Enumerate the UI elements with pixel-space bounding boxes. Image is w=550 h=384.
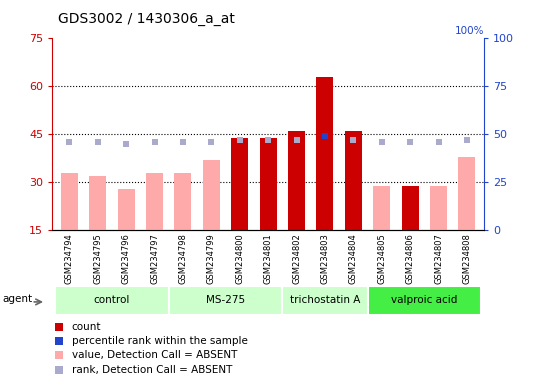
Bar (146, 173, 163, 230)
Text: percentile rank within the sample: percentile rank within the sample (72, 336, 248, 346)
Bar (118, 189, 135, 230)
Bar (260, 137, 277, 230)
Text: MS-275: MS-275 (206, 295, 245, 306)
Text: rank, Detection Call = ABSENT: rank, Detection Call = ABSENT (72, 365, 232, 375)
Bar (345, 131, 362, 230)
Bar (55, 286, 169, 315)
Bar (203, 160, 220, 230)
Text: valproic acid: valproic acid (391, 295, 458, 306)
Text: trichostatin A: trichostatin A (290, 295, 360, 306)
Bar (89, 176, 106, 230)
Bar (231, 137, 248, 230)
Bar (459, 157, 476, 230)
Bar (60, 173, 78, 230)
Text: count: count (72, 321, 101, 331)
Bar (174, 173, 191, 230)
Bar (316, 77, 333, 230)
Bar (367, 286, 481, 315)
Text: GDS3002 / 1430306_a_at: GDS3002 / 1430306_a_at (58, 12, 235, 25)
Text: control: control (94, 295, 130, 306)
Bar (373, 185, 390, 230)
Text: value, Detection Call = ABSENT: value, Detection Call = ABSENT (72, 350, 237, 360)
Text: agent: agent (3, 294, 33, 304)
Bar (402, 185, 419, 230)
Bar (430, 185, 447, 230)
Bar (282, 286, 367, 315)
Bar (169, 286, 282, 315)
Bar (288, 131, 305, 230)
Text: 100%: 100% (454, 26, 484, 36)
